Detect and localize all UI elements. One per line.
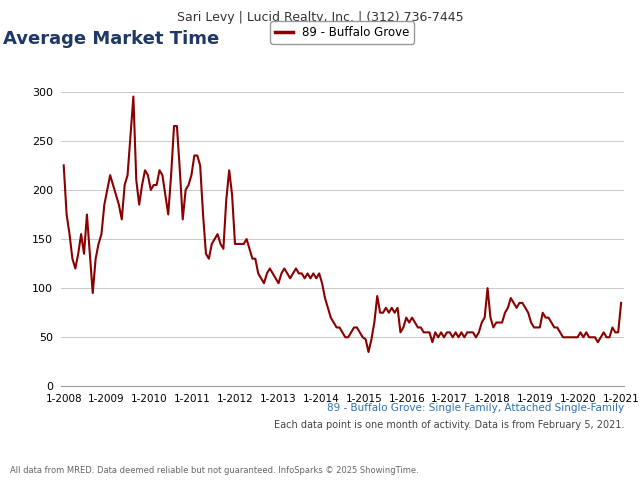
Text: All data from MRED. Data deemed reliable but not guaranteed. InfoSparks © 2025 S: All data from MRED. Data deemed reliable… xyxy=(10,466,419,475)
Text: Average Market Time: Average Market Time xyxy=(3,30,220,48)
Legend: 89 - Buffalo Grove: 89 - Buffalo Grove xyxy=(271,21,414,44)
Text: 89 - Buffalo Grove: Single Family, Attached Single-Family: 89 - Buffalo Grove: Single Family, Attac… xyxy=(327,403,624,413)
Text: Sari Levy | Lucid Realty, Inc. | (312) 736-7445: Sari Levy | Lucid Realty, Inc. | (312) 7… xyxy=(177,12,463,24)
Text: Each data point is one month of activity. Data is from February 5, 2021.: Each data point is one month of activity… xyxy=(273,420,624,430)
